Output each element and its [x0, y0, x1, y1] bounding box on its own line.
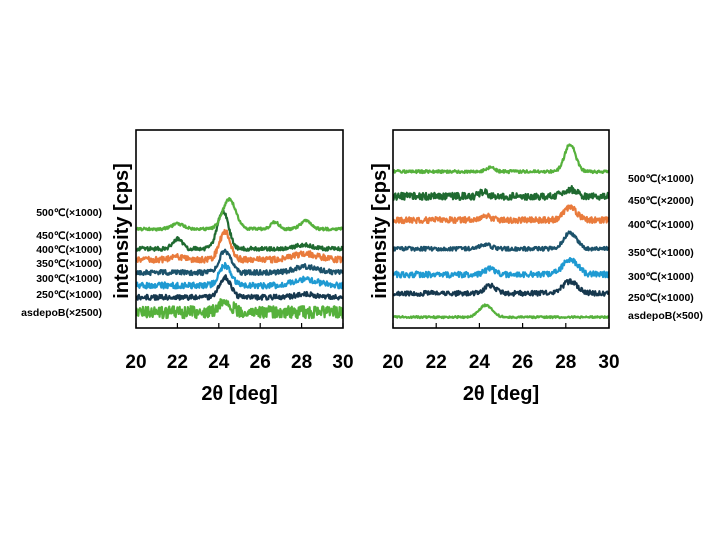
x-tick-label: 24 — [208, 352, 230, 373]
x-axis-title: 2θ [deg] — [463, 383, 539, 405]
series-label-7: 500℃(×1000) — [36, 207, 102, 219]
series-label-5: 400℃(×1000) — [628, 219, 694, 231]
series-label-6: 450℃(×2000) — [628, 195, 694, 207]
series-label-3: 300℃(×1000) — [628, 271, 694, 283]
series-label-1: asdepoB(×500) — [628, 310, 703, 322]
x-tick-label: 30 — [332, 352, 353, 373]
x-tick-label: 30 — [598, 352, 619, 373]
series-line-6 — [393, 185, 609, 201]
series-label-2: 250℃(×1000) — [36, 289, 102, 301]
x-tick-label: 22 — [426, 352, 447, 373]
x-tick-label: 22 — [167, 352, 188, 373]
series-label-7: 500℃(×1000) — [628, 173, 694, 185]
series-line-3 — [136, 261, 343, 290]
series-label-5: 400℃(×1000) — [36, 244, 102, 256]
x-axis-title: 2θ [deg] — [201, 383, 277, 405]
series-label-4: 350℃(×1000) — [36, 258, 102, 270]
plot-frame — [135, 129, 344, 329]
x-tick-label: 24 — [469, 352, 491, 373]
series-line-3 — [393, 257, 609, 279]
series-line-7 — [393, 143, 609, 175]
chart-panel-2: asdepoB(×500) 250℃(×1000) 300℃(×1000) 350℃(… — [369, 129, 703, 405]
x-tick-label: 28 — [555, 352, 576, 373]
x-tick-label: 20 — [125, 352, 146, 373]
series-line-7 — [136, 197, 343, 232]
x-tick-label: 26 — [512, 352, 533, 373]
chart-panel-1: asdepoB(×2500) 250℃(×1000) 300℃(×1000) 350℃… — [21, 129, 354, 405]
y-axis-title: intensity [cps] — [369, 163, 391, 299]
y-axis-title: intensity [cps] — [111, 163, 133, 299]
series-line-6 — [136, 209, 343, 252]
series-label-6: 450℃(×1000) — [36, 230, 102, 242]
x-tick-label: 26 — [250, 352, 271, 373]
series-label-2: 250℃(×1000) — [628, 292, 694, 304]
series-label-3: 300℃(×1000) — [36, 273, 102, 285]
series-line-4 — [393, 230, 609, 252]
series-line-2 — [136, 274, 343, 301]
series-line-2 — [393, 278, 609, 297]
series-line-5 — [393, 204, 609, 225]
series-label-4: 350℃(×1000) — [628, 247, 694, 259]
x-tick-label: 28 — [291, 352, 312, 373]
series-line-1 — [136, 298, 343, 320]
series-label-1: asdepoB(×2500) — [21, 307, 102, 319]
series-line-4 — [136, 248, 343, 277]
x-tick-label: 20 — [382, 352, 403, 373]
series-line-5 — [136, 228, 343, 264]
plot-frame — [392, 129, 610, 329]
series-line-1 — [393, 303, 609, 320]
